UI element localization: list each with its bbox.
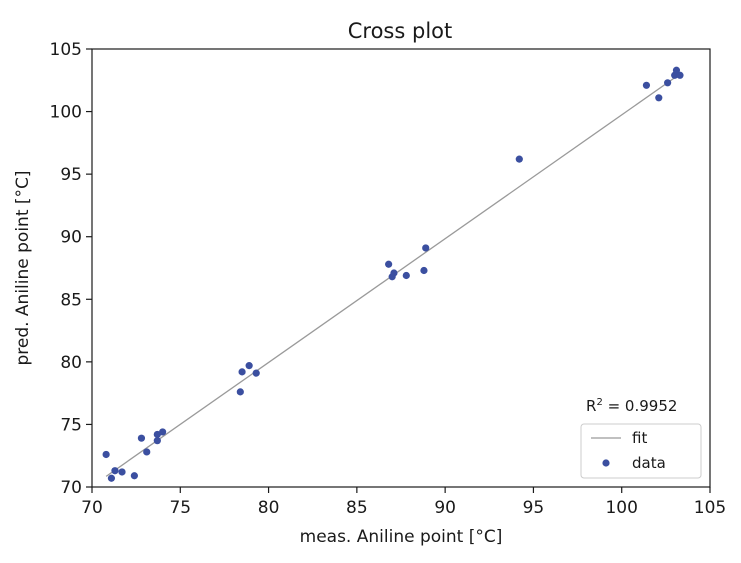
x-tick-label: 85: [346, 498, 368, 518]
x-tick-label: 100: [605, 498, 637, 518]
x-tick-label: 95: [523, 498, 545, 518]
data-point: [420, 266, 428, 275]
data-point: [422, 244, 430, 252]
data-point: [385, 260, 393, 268]
legend-data-label: data: [632, 454, 666, 472]
data-point: [402, 271, 410, 280]
y-tick-label: 95: [60, 165, 82, 185]
x-tick-label: 90: [434, 498, 456, 518]
data-point: [118, 468, 126, 476]
y-tick-label: 100: [50, 103, 82, 123]
data-point: [238, 368, 246, 376]
y-axis-ticks: 70 75 80 85 90 95 100 105: [50, 40, 92, 498]
data-point: [245, 362, 253, 370]
legend-fit-label: fit: [632, 429, 647, 447]
legend: fit data: [580, 423, 702, 479]
x-tick-label: 75: [169, 498, 191, 518]
data-point: [143, 448, 151, 456]
x-axis-ticks: 70 75 80 85 90 95 100 105: [81, 487, 726, 518]
data-point: [515, 155, 523, 163]
data-point: [153, 437, 161, 445]
data-point: [252, 369, 260, 377]
data-point: [390, 269, 398, 277]
r-squared-prefix: R: [586, 397, 596, 415]
data-point: [107, 474, 116, 482]
r-squared-annotation: R2 = 0.9952: [586, 397, 677, 415]
y-tick-label: 80: [60, 353, 82, 373]
x-axis-label: meas. Aniline point [°C]: [300, 527, 503, 547]
x-tick-label: 80: [258, 498, 280, 518]
r-squared-value: = 0.9952: [603, 397, 678, 415]
data-point: [159, 428, 167, 436]
data-point: [664, 79, 672, 87]
legend-data-swatch: [602, 459, 610, 467]
data-point: [130, 472, 138, 480]
data-point: [655, 94, 663, 102]
y-tick-label: 85: [60, 290, 82, 310]
data-point: [672, 66, 681, 74]
plot-frame: [91, 48, 711, 488]
data-point: [102, 450, 110, 459]
y-tick-label: 75: [60, 415, 82, 435]
data-point: [137, 434, 146, 442]
plot-area: [91, 48, 711, 488]
y-tick-label: 90: [60, 228, 82, 248]
r-squared-superscript: 2: [596, 397, 602, 408]
x-tick-label: 70: [81, 498, 103, 518]
chart-title: Cross plot: [348, 19, 453, 43]
series-layer: [102, 66, 684, 482]
y-tick-label: 70: [60, 478, 82, 498]
data-point: [642, 81, 651, 89]
x-tick-label: 105: [694, 498, 726, 518]
y-tick-label: 105: [50, 40, 82, 60]
data-point: [111, 467, 119, 475]
data-point: [676, 71, 684, 79]
y-axis-label: pred. Aniline point [°C]: [13, 170, 33, 365]
data-point: [236, 388, 244, 396]
